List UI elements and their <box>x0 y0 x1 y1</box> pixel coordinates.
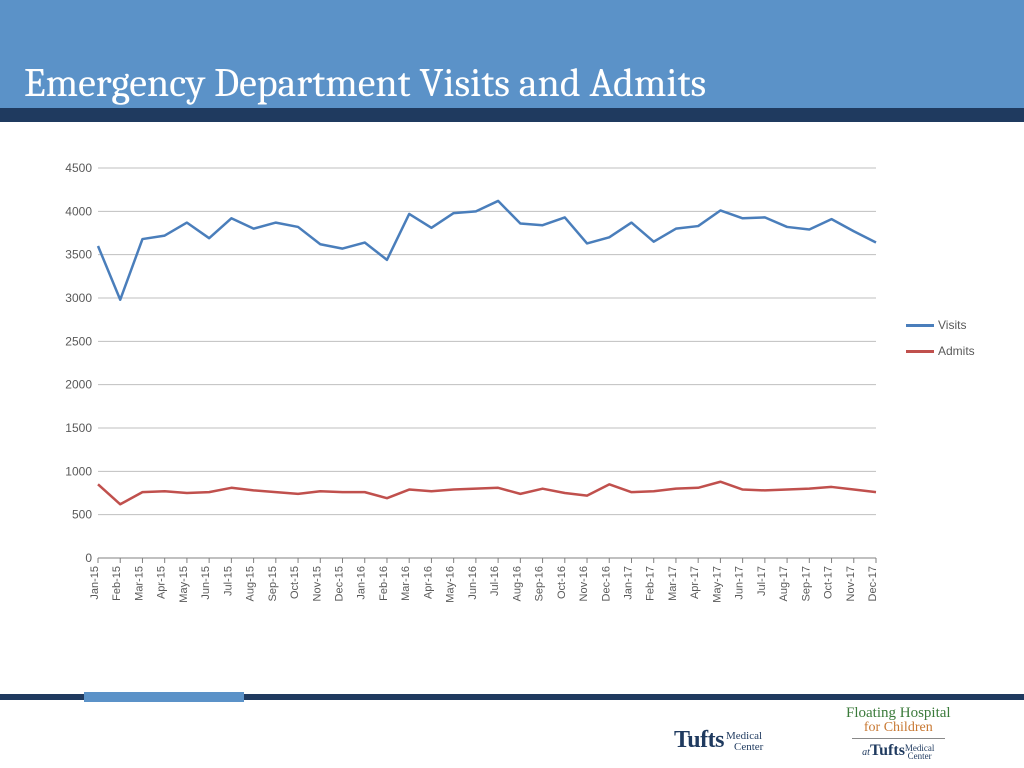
svg-text:Jul-17: Jul-17 <box>756 566 768 596</box>
svg-text:Apr-16: Apr-16 <box>422 566 434 599</box>
logo-text: Tufts <box>870 742 905 759</box>
svg-text:Jun-17: Jun-17 <box>734 566 746 600</box>
svg-text:May-17: May-17 <box>711 566 723 603</box>
floating-hospital-logo: Floating Hospital for Children atTuftsMe… <box>846 706 951 760</box>
svg-text:Jun-15: Jun-15 <box>200 566 212 600</box>
slide-root: Emergency Department Visits and Admits 0… <box>0 0 1024 768</box>
svg-text:Mar-15: Mar-15 <box>133 566 145 601</box>
svg-text:Sep-15: Sep-15 <box>267 566 279 601</box>
svg-text:Dec-17: Dec-17 <box>867 566 879 601</box>
svg-text:Jul-15: Jul-15 <box>222 566 234 596</box>
line-chart: 0 500 1000 1500 2000 2500 3000 3500 4000 4500 Jan-… <box>56 158 886 638</box>
legend-label: Admits <box>938 344 975 358</box>
logo-subtext: atTuftsMedicalCenter <box>846 742 951 760</box>
svg-text:Sep-16: Sep-16 <box>534 566 546 601</box>
svg-text:4500: 4500 <box>65 161 92 175</box>
svg-text:Aug-16: Aug-16 <box>511 566 523 601</box>
svg-text:Aug-15: Aug-15 <box>245 566 257 601</box>
svg-text:Dec-15: Dec-15 <box>334 566 346 601</box>
svg-text:Feb-17: Feb-17 <box>645 566 657 601</box>
svg-text:Oct-16: Oct-16 <box>556 566 568 599</box>
svg-text:Nov-15: Nov-15 <box>311 566 323 601</box>
svg-text:Jan-16: Jan-16 <box>356 566 368 600</box>
legend-swatch-admits <box>906 350 934 353</box>
svg-text:Sep-17: Sep-17 <box>800 566 812 601</box>
legend-swatch-visits <box>906 324 934 327</box>
svg-text:Apr-17: Apr-17 <box>689 566 701 599</box>
logo-text: for Children <box>846 721 951 735</box>
svg-text:1500: 1500 <box>65 421 92 435</box>
svg-text:1000: 1000 <box>65 464 92 478</box>
chart-legend: Visits Admits <box>906 318 975 370</box>
svg-text:3500: 3500 <box>65 248 92 262</box>
svg-text:Mar-16: Mar-16 <box>400 566 412 601</box>
svg-text:Mar-17: Mar-17 <box>667 566 679 601</box>
svg-text:Dec-16: Dec-16 <box>600 566 612 601</box>
svg-text:Feb-16: Feb-16 <box>378 566 390 601</box>
svg-text:Oct-15: Oct-15 <box>289 566 301 599</box>
svg-text:0: 0 <box>85 551 92 565</box>
svg-text:Jan-17: Jan-17 <box>622 566 634 600</box>
svg-text:2000: 2000 <box>65 378 92 392</box>
logo-divider <box>852 738 945 739</box>
svg-text:500: 500 <box>72 508 92 522</box>
legend-label: Visits <box>938 318 966 332</box>
legend-item-admits: Admits <box>906 344 975 358</box>
chart-svg: 0 500 1000 1500 2000 2500 3000 3500 4000 4500 Jan-… <box>56 158 886 638</box>
title-underline <box>0 108 1024 122</box>
svg-text:May-16: May-16 <box>445 566 457 603</box>
svg-text:Jul-16: Jul-16 <box>489 566 501 596</box>
svg-text:Nov-16: Nov-16 <box>578 566 590 601</box>
svg-text:May-15: May-15 <box>178 566 190 603</box>
legend-item-visits: Visits <box>906 318 975 332</box>
svg-text:Jun-16: Jun-16 <box>467 566 479 600</box>
footer-bar-accent <box>84 692 244 702</box>
svg-text:Jan-15: Jan-15 <box>89 566 101 600</box>
logo-text: at <box>862 747 870 758</box>
svg-text:Apr-15: Apr-15 <box>156 566 168 599</box>
logo-text: Center <box>908 751 932 761</box>
svg-text:Feb-15: Feb-15 <box>111 566 123 601</box>
svg-text:2500: 2500 <box>65 334 92 348</box>
svg-text:Nov-17: Nov-17 <box>845 566 857 601</box>
logo-text: Tufts <box>674 727 724 753</box>
svg-text:3000: 3000 <box>65 291 92 305</box>
page-title: Emergency Department Visits and Admits <box>24 60 706 106</box>
tufts-logo: TuftsMedicalCenter <box>674 727 763 754</box>
logo-text: Center <box>734 741 763 753</box>
logo-text: Floating Hospital <box>846 706 951 721</box>
svg-text:Aug-17: Aug-17 <box>778 566 790 601</box>
svg-text:Oct-17: Oct-17 <box>823 566 835 599</box>
svg-text:4000: 4000 <box>65 204 92 218</box>
